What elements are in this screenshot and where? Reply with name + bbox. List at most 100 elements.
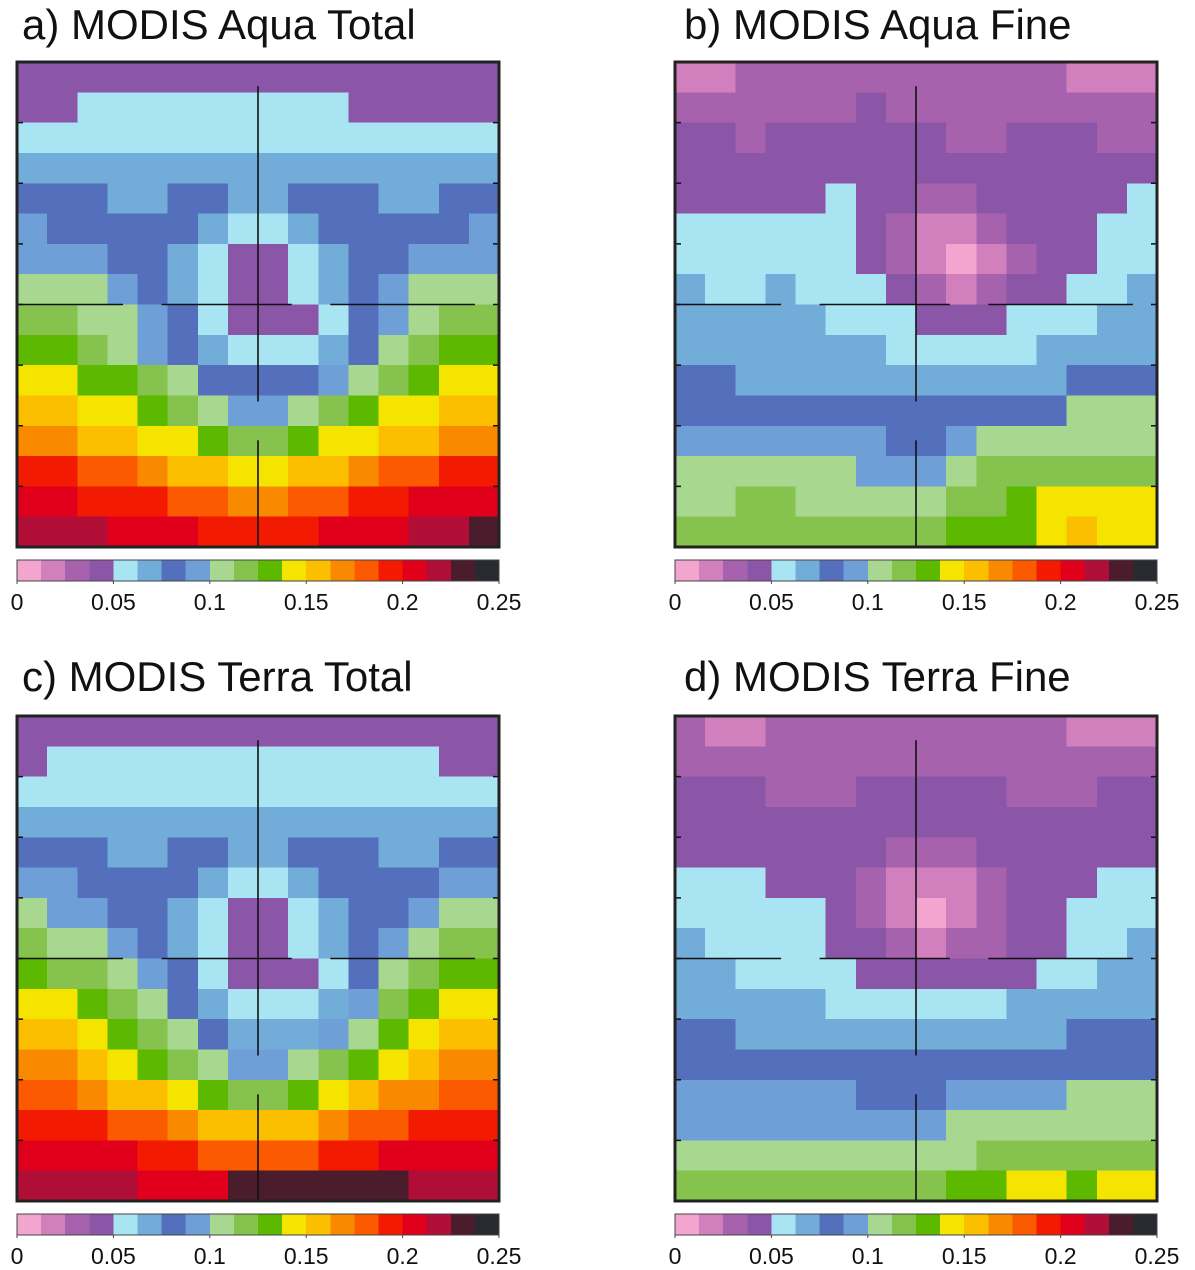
cell [318, 243, 349, 275]
cell [258, 456, 289, 487]
cell [855, 486, 887, 518]
colorbar-swatch [891, 1214, 917, 1235]
cell [1126, 1140, 1158, 1172]
cell [976, 183, 1007, 215]
cell [227, 152, 259, 184]
cell [675, 274, 706, 306]
cell [107, 867, 139, 899]
cell [438, 1140, 470, 1172]
cell [197, 425, 229, 457]
cell [47, 92, 78, 124]
cell [378, 516, 410, 548]
cell [795, 395, 827, 427]
cell [885, 92, 917, 124]
colorbar-swatch [1012, 1214, 1037, 1235]
cell [855, 122, 887, 154]
cell [705, 1019, 736, 1051]
cell [107, 1170, 139, 1202]
cell [468, 928, 500, 960]
cell [795, 152, 827, 184]
colorbar-swatch [354, 1214, 379, 1235]
cell [1096, 716, 1128, 747]
cell [675, 867, 706, 899]
cell [765, 395, 797, 427]
cell [855, 806, 887, 838]
cell [438, 928, 470, 960]
cell [825, 897, 857, 929]
cell [1006, 716, 1038, 747]
cell [765, 516, 797, 548]
cell [17, 213, 48, 245]
cell [258, 334, 289, 366]
cell [348, 958, 380, 990]
cell [1006, 837, 1038, 869]
cell [916, 928, 947, 960]
cell [288, 274, 319, 306]
cell [107, 395, 139, 427]
cell [735, 213, 766, 245]
cell [735, 1019, 766, 1051]
cell [885, 395, 917, 427]
colorbar-swatch [258, 1214, 283, 1235]
cell [378, 1049, 410, 1081]
cell [167, 928, 199, 960]
colorbar-tick-label: 0.25 [477, 589, 522, 615]
cell [976, 486, 1007, 518]
colorbar-swatch [89, 560, 114, 581]
cell [795, 958, 827, 990]
cell [408, 516, 440, 548]
cell [916, 1079, 947, 1111]
cell [855, 897, 887, 929]
cell [795, 456, 827, 487]
cell [976, 776, 1007, 808]
cell [946, 867, 977, 899]
cell [855, 274, 887, 306]
cell [438, 716, 470, 747]
cell [735, 274, 766, 306]
cell [77, 334, 108, 366]
cell [227, 122, 259, 154]
cell [137, 867, 169, 899]
cell [77, 243, 108, 275]
cell [795, 897, 827, 929]
cell [17, 776, 48, 808]
cell [318, 183, 349, 215]
cell [916, 1140, 947, 1172]
cell [765, 716, 797, 747]
cell [765, 1140, 797, 1172]
cell [1126, 92, 1158, 124]
cell [795, 988, 827, 1020]
cell [167, 516, 199, 548]
cell [1096, 486, 1128, 518]
cell [1066, 1110, 1098, 1141]
cell [438, 122, 470, 154]
cell [17, 928, 48, 960]
cell [408, 395, 440, 427]
cell [916, 243, 947, 275]
cell [77, 304, 108, 336]
cell [167, 746, 199, 778]
colorbar-tick-label: 0.25 [1135, 1243, 1180, 1269]
cell [1126, 1110, 1158, 1141]
cell [1066, 716, 1098, 747]
cell [735, 425, 766, 457]
cell [976, 365, 1007, 397]
colorbar-tick-label: 0.1 [852, 589, 884, 615]
colorbar-swatch [699, 1214, 724, 1235]
cell [137, 958, 169, 990]
cell [408, 928, 440, 960]
cell [77, 837, 108, 869]
cell [77, 746, 108, 778]
cell [1096, 1079, 1128, 1111]
cell [167, 1019, 199, 1051]
cell [378, 1079, 410, 1111]
cell [675, 456, 706, 487]
colorbar-swatch [17, 1214, 42, 1235]
cell [107, 1110, 139, 1141]
cell [167, 716, 199, 747]
cell [378, 425, 410, 457]
cell [795, 62, 827, 93]
cell [705, 776, 736, 808]
colorbar-swatch [988, 1214, 1013, 1235]
cell [137, 274, 169, 306]
